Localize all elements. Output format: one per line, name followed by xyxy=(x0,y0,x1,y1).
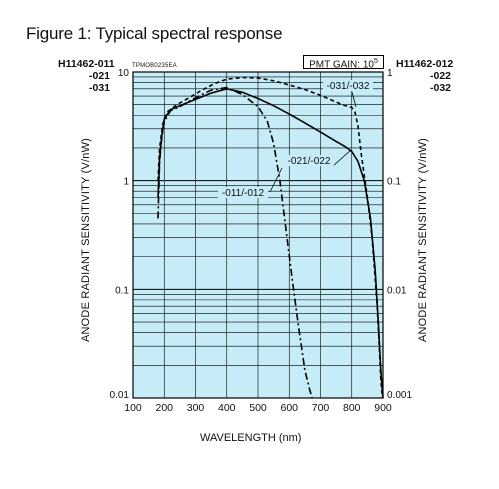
x-tick-label: 900 xyxy=(374,402,392,414)
y-axis-label-left: ANODE RADIANT SENSITIVITY (V/nW) xyxy=(80,137,92,343)
y-tick-label-left: 0.1 xyxy=(115,285,129,296)
series-label-leader xyxy=(332,149,352,167)
pmt-gain-box: PMT GAIN: 105 xyxy=(303,55,384,71)
series-line xyxy=(157,86,313,399)
plot-frame xyxy=(132,71,384,399)
x-tick-label: 200 xyxy=(155,402,173,414)
y-tick-label-left: 0.01 xyxy=(110,390,130,401)
y-tick-label-right: 0.01 xyxy=(387,285,407,296)
y-axis-label-right: ANODE RADIANT SENSITIVITY (V/nW) xyxy=(417,137,429,343)
x-tick-label: 800 xyxy=(343,402,361,414)
x-tick-label: 100 xyxy=(124,402,142,414)
model-label: -031 xyxy=(88,82,110,94)
series-label: -031/-032 xyxy=(327,81,370,92)
model-list-left: H11462-011 -021 -031 xyxy=(58,58,128,94)
y-tick-label-left: 1 xyxy=(123,177,129,188)
series-label: -011/-012 xyxy=(222,188,265,199)
model-label: -021 xyxy=(88,70,110,82)
pmt-gain-exponent: 5 xyxy=(373,58,378,65)
y-tick-label-left: 10 xyxy=(118,68,130,79)
series-label: -021/-022 xyxy=(288,156,331,167)
series-label-leader xyxy=(269,167,283,193)
x-tick-label: 300 xyxy=(187,402,205,414)
model-label: -022 xyxy=(430,70,452,82)
series-line xyxy=(157,76,384,399)
y-tick-label-right: 1 xyxy=(387,68,393,79)
figure-title: Figure 1: Typical spectral response xyxy=(26,24,283,43)
chart-code: TPMOB0235EA xyxy=(132,63,177,69)
model-label: -032 xyxy=(430,82,452,94)
model-label: H11462-011 xyxy=(58,58,115,70)
series-label-bg xyxy=(218,187,268,198)
series-label-bg xyxy=(284,155,334,166)
y-tick-label-right: 0.001 xyxy=(387,390,412,401)
model-list-right: H11462-012 -022 -032 xyxy=(396,58,476,94)
x-tick-label: 400 xyxy=(218,402,236,414)
model-label: H11462-012 xyxy=(396,58,454,70)
y-tick-label-right: 0.1 xyxy=(387,177,401,188)
series-label-leader xyxy=(351,91,357,108)
x-tick-label: 500 xyxy=(249,402,267,414)
x-axis-label: WAVELENGTH (nm) xyxy=(200,432,302,444)
series-label-bg xyxy=(323,80,373,91)
pmt-gain-label: PMT GAIN: 10 xyxy=(309,59,374,71)
x-tick-label: 700 xyxy=(312,402,330,414)
x-tick-label: 600 xyxy=(280,402,298,414)
